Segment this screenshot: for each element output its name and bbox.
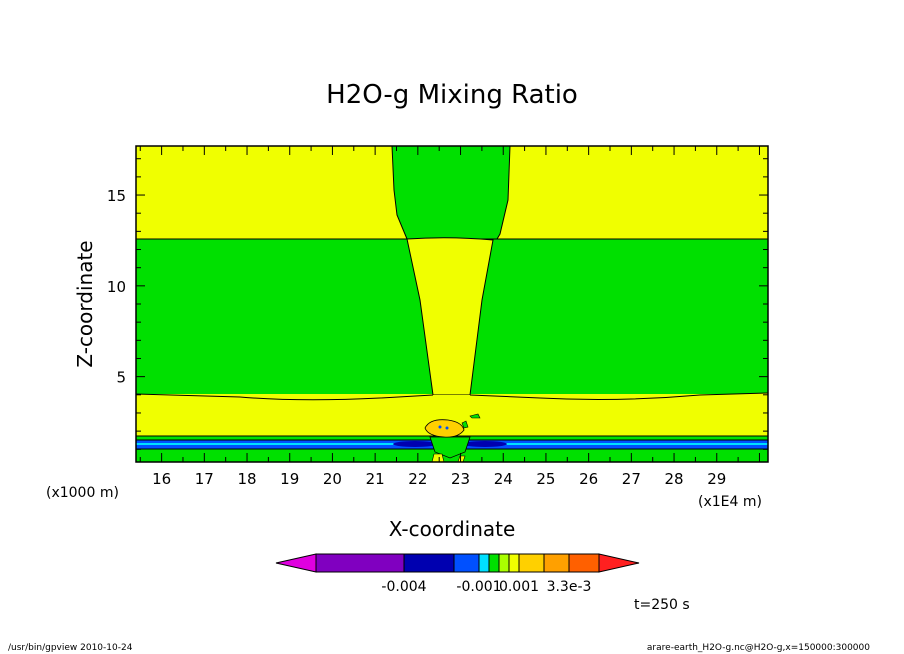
region-bottom-yellow-1 bbox=[431, 453, 445, 463]
x-tick-label: 28 bbox=[665, 470, 684, 488]
region-green-fleck-2 bbox=[461, 420, 469, 429]
x-tick-label: 17 bbox=[195, 470, 214, 488]
y-tick-label: 5 bbox=[116, 369, 126, 387]
footer-right: arare-earth_H2O-g.nc@H2O-g,x=150000:3000… bbox=[647, 643, 870, 653]
y-axis-label: Z-coordinate bbox=[73, 240, 97, 367]
colorbar-tick-label: 0.001 bbox=[499, 579, 539, 595]
colorbar bbox=[275, 553, 640, 573]
region-center-green bbox=[429, 436, 471, 459]
x-tick-label: 24 bbox=[494, 470, 513, 488]
region-blob-dot-2 bbox=[445, 426, 449, 430]
colorbar-box bbox=[568, 553, 600, 573]
colorbar-arrow-low bbox=[275, 553, 317, 573]
x-axis-unit: (x1E4 m) bbox=[698, 494, 762, 510]
contour-plot-area bbox=[135, 145, 769, 463]
x-tick-label: 29 bbox=[707, 470, 726, 488]
colorbar-arrow-high bbox=[598, 553, 640, 573]
colorbar-box bbox=[478, 553, 490, 573]
x-tick-label: 16 bbox=[152, 470, 171, 488]
colorbar-box bbox=[403, 553, 455, 573]
x-tick-label: 26 bbox=[579, 470, 598, 488]
x-tick-label: 21 bbox=[366, 470, 385, 488]
colorbar-box bbox=[518, 553, 545, 573]
contour-line-lower-yellow bbox=[135, 392, 769, 401]
axis-ticks bbox=[136, 146, 768, 462]
chart-title: H2O-g Mixing Ratio bbox=[326, 80, 578, 110]
region-green-fleck bbox=[469, 413, 481, 419]
region-green-column bbox=[391, 145, 511, 240]
region-dark-blue-right bbox=[463, 441, 507, 447]
colorbar-tick-label: -0.001 bbox=[456, 579, 501, 595]
x-tick-label: 20 bbox=[323, 470, 342, 488]
footer-left: /usr/bin/gpview 2010-10-24 bbox=[8, 643, 133, 653]
x-tick-label: 18 bbox=[237, 470, 256, 488]
colorbar-box bbox=[488, 553, 500, 573]
x-tick-label: 19 bbox=[280, 470, 299, 488]
colorbar-box bbox=[498, 553, 510, 573]
x-axis-label: X-coordinate bbox=[389, 517, 516, 541]
colorbar-box bbox=[508, 553, 520, 573]
region-orange-blob bbox=[424, 419, 465, 438]
region-blob-dot-1 bbox=[438, 425, 442, 429]
colorbar-box bbox=[543, 553, 570, 573]
region-dark-blue-left bbox=[393, 441, 437, 447]
x-tick-label: 23 bbox=[451, 470, 470, 488]
colorbar-box bbox=[453, 553, 480, 573]
colorbar-tick-label: -0.004 bbox=[381, 579, 426, 595]
x-tick-label: 25 bbox=[536, 470, 555, 488]
x-tick-label: 22 bbox=[408, 470, 427, 488]
time-label: t=250 s bbox=[634, 597, 690, 613]
region-lower-yellow bbox=[136, 393, 768, 436]
y-tick-label: 15 bbox=[107, 187, 126, 205]
y-tick-label: 10 bbox=[107, 278, 126, 296]
x-tick-label: 27 bbox=[622, 470, 641, 488]
colorbar-box bbox=[315, 553, 405, 573]
colorbar-tick-label: 3.3e-3 bbox=[547, 579, 592, 595]
y-axis-unit: (x1000 m) bbox=[46, 485, 119, 501]
